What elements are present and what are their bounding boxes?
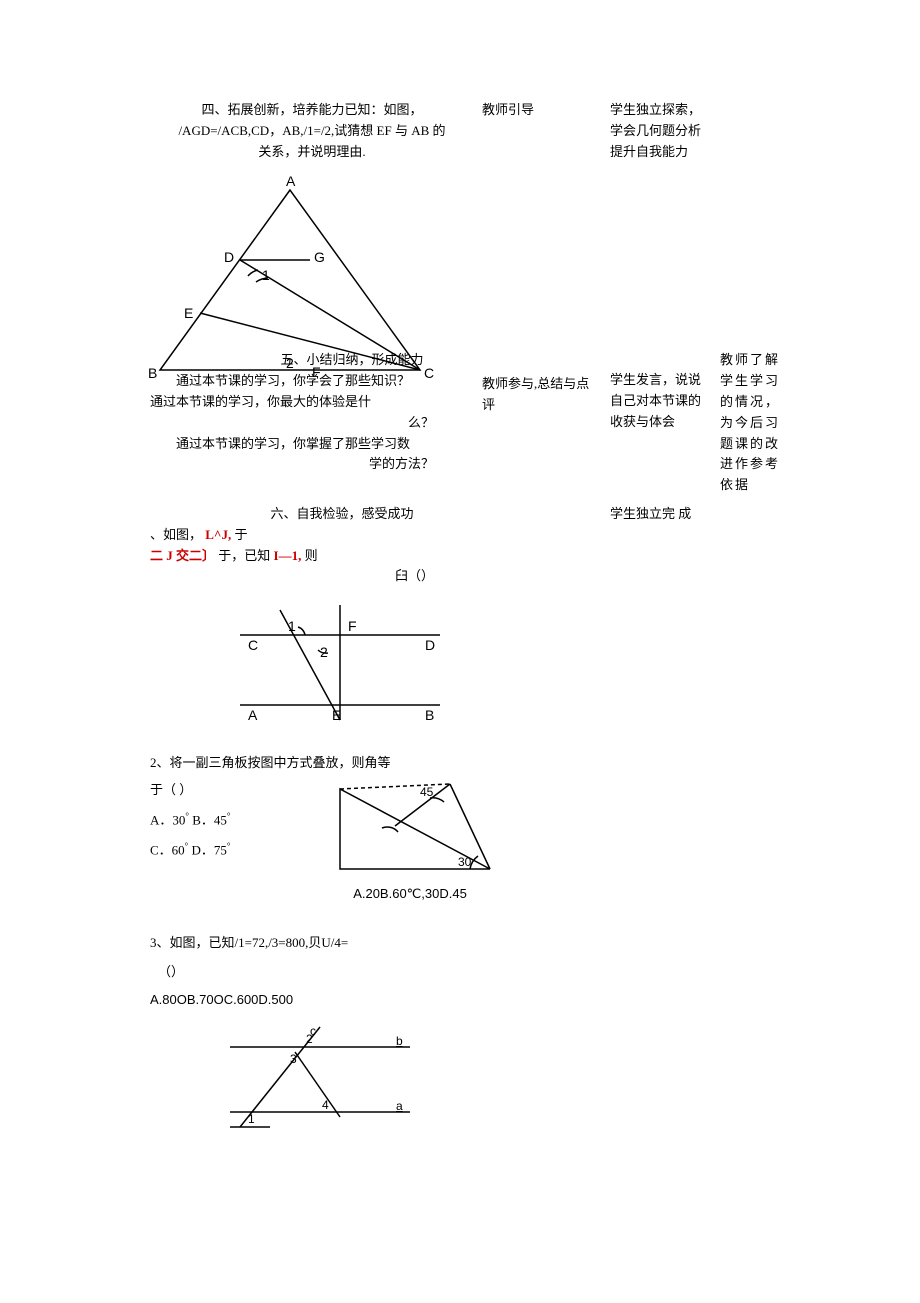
sec6-p2b: 则 [305, 548, 318, 563]
q3-paren: （） [158, 962, 790, 983]
section-4-row: 四、拓展创新，培养能力已知：如图， /AGD=/ACB,CD，AB,/1=/2,… [150, 100, 790, 162]
sec6-stu: 学生独立完 成 [610, 504, 720, 525]
section-5-row: 五、小结归纳，形成能力 通过本节课的学习，你学会了那些知识？ 通过本节课的学习，… [150, 350, 790, 496]
lbl-G: G [314, 249, 325, 265]
sec4-student: 学生独立探索， 学会几何题分析 提升自我能力 [610, 100, 720, 162]
q3-n2: 2 [306, 1032, 313, 1046]
q3-n4: 4 [322, 1098, 329, 1112]
sec6-p3: 臼（） [150, 566, 474, 587]
diagram-parallel-lines: A B C D E F 1 2 [220, 595, 460, 735]
question-3: 3、如图，已知/1=72,/3=800,贝U/4= （） A.80OB.70OC… [150, 933, 790, 1137]
sec6-p2red1: 二 J 交二〕 [150, 548, 215, 563]
q3-a: a [396, 1099, 403, 1113]
sec6-p2a: 于，已知 [218, 548, 270, 563]
sec5-student: 学生发言，说说 自己对本节课的 收获与体会 [610, 350, 720, 432]
diagram-q3: b a c 1 2 3 4 [210, 1017, 430, 1137]
q2-optC: C．60 [150, 842, 185, 857]
q2-stem: 2、将一副三角板按图中方式叠放，则角等 [150, 753, 790, 774]
section-6-row: 六、自我检验，感受成功 、如图， L^J, 于 二 J 交二〕 于，已知 I—1… [150, 504, 790, 587]
q3-n3: 3 [290, 1052, 297, 1066]
d2-B: B [425, 707, 434, 723]
section-5-main: 五、小结归纳，形成能力 通过本节课的学习，你学会了那些知识？ 通过本节课的学习，… [150, 350, 474, 475]
lbl-D: D [224, 249, 234, 265]
q2-degA: ° [185, 811, 189, 821]
lbl-E: E [184, 305, 193, 321]
q3-n1: 1 [248, 1112, 255, 1126]
sec5-q2b: 学的方法？ [150, 454, 474, 475]
sec4-title: 四、拓展创新，培养能力已知：如图， [150, 100, 474, 121]
sec4-line2: /AGD=/ACB,CD，AB,/1=/2,试猜想 EF 与 AB 的 [150, 121, 474, 142]
sec5-q1b: 通过本节课的学习，你最大的体验是什 [150, 392, 474, 413]
diagram-triangles-overlay: 45 30 [320, 774, 500, 884]
q2-ans: A.20B.60℃,30D.45 [320, 884, 500, 905]
sec6-p2red2: I—1, [274, 548, 302, 563]
sec4-stu1: 学生独立探索， [610, 100, 720, 121]
lbl-A: A [286, 173, 296, 189]
sec5-note: 教师了解学生学习的情况，为今后习题课的改进作参考依据 [720, 350, 790, 496]
d2-E: E [332, 707, 341, 723]
q3-b: b [396, 1034, 403, 1048]
q2-optD: D．75 [192, 842, 227, 857]
sec5-stu3: 收获与体会 [610, 412, 720, 433]
sec4-stu3: 提升自我能力 [610, 142, 720, 163]
d2-D: D [425, 637, 435, 653]
section-6-main: 六、自我检验，感受成功 、如图， L^J, 于 二 J 交二〕 于，已知 I—1… [150, 504, 474, 587]
d2-C: C [248, 637, 258, 653]
q2-degD: ° [227, 841, 231, 851]
sec6-p1b: 于 [235, 527, 248, 542]
q2-opts-ab: A．30° B．45° [150, 809, 300, 831]
sec5-q1a: 通过本节课的学习，你学会了那些知识？ [150, 371, 474, 392]
sec5-q2a: 通过本节课的学习，你掌握了那些学习数 [150, 434, 474, 455]
sec5-teacher: 教师参与,总结与点评 [474, 350, 610, 416]
q2-opts-cd: C．60° D．75° [150, 839, 300, 861]
q2-stem2: 于（ ） [150, 780, 300, 801]
q2-30: 30 [458, 855, 472, 869]
d2-1: 1 [288, 618, 296, 634]
sec6-p1red1: L^J, [205, 527, 231, 542]
sec4-line3: 关系，并说明理由. [150, 142, 474, 163]
q2-degC: ° [185, 841, 189, 851]
sec5-q1c: 么？ [150, 413, 474, 434]
q3-opts: A.80OB.70OC.600D.500 [150, 990, 790, 1011]
lbl-1: 1 [262, 267, 270, 283]
sec4-teacher: 教师引导 [474, 100, 610, 121]
d2-A: A [248, 707, 258, 723]
sec6-line1: 、如图， L^J, 于 [150, 525, 474, 546]
d2-2: 2 [320, 644, 328, 660]
sec6-line2: 二 J 交二〕 于，已知 I—1, 则 [150, 546, 474, 567]
sec4-stu2: 学会几何题分析 [610, 121, 720, 142]
q2-optA: A．30 [150, 812, 185, 827]
q2-optB: B．45 [192, 812, 227, 827]
sec5-stu2: 自己对本节课的 [610, 391, 720, 412]
d2-F: F [348, 618, 357, 634]
sec6-p1a: 、如图， [150, 527, 202, 542]
sec5-title: 五、小结归纳，形成能力 [150, 350, 474, 371]
sec6-title: 六、自我检验，感受成功 [150, 504, 474, 525]
q2-degB: ° [227, 811, 231, 821]
q3-stem: 3、如图，已知/1=72,/3=800,贝U/4= [150, 933, 790, 954]
q2-45: 45 [420, 785, 434, 799]
sec5-stu1: 学生发言，说说 [610, 370, 720, 391]
section-4-main: 四、拓展创新，培养能力已知：如图， /AGD=/ACB,CD，AB,/1=/2,… [150, 100, 474, 162]
question-2: 2、将一副三角板按图中方式叠放，则角等 于（ ） A．30° B．45° C．6… [150, 753, 790, 905]
